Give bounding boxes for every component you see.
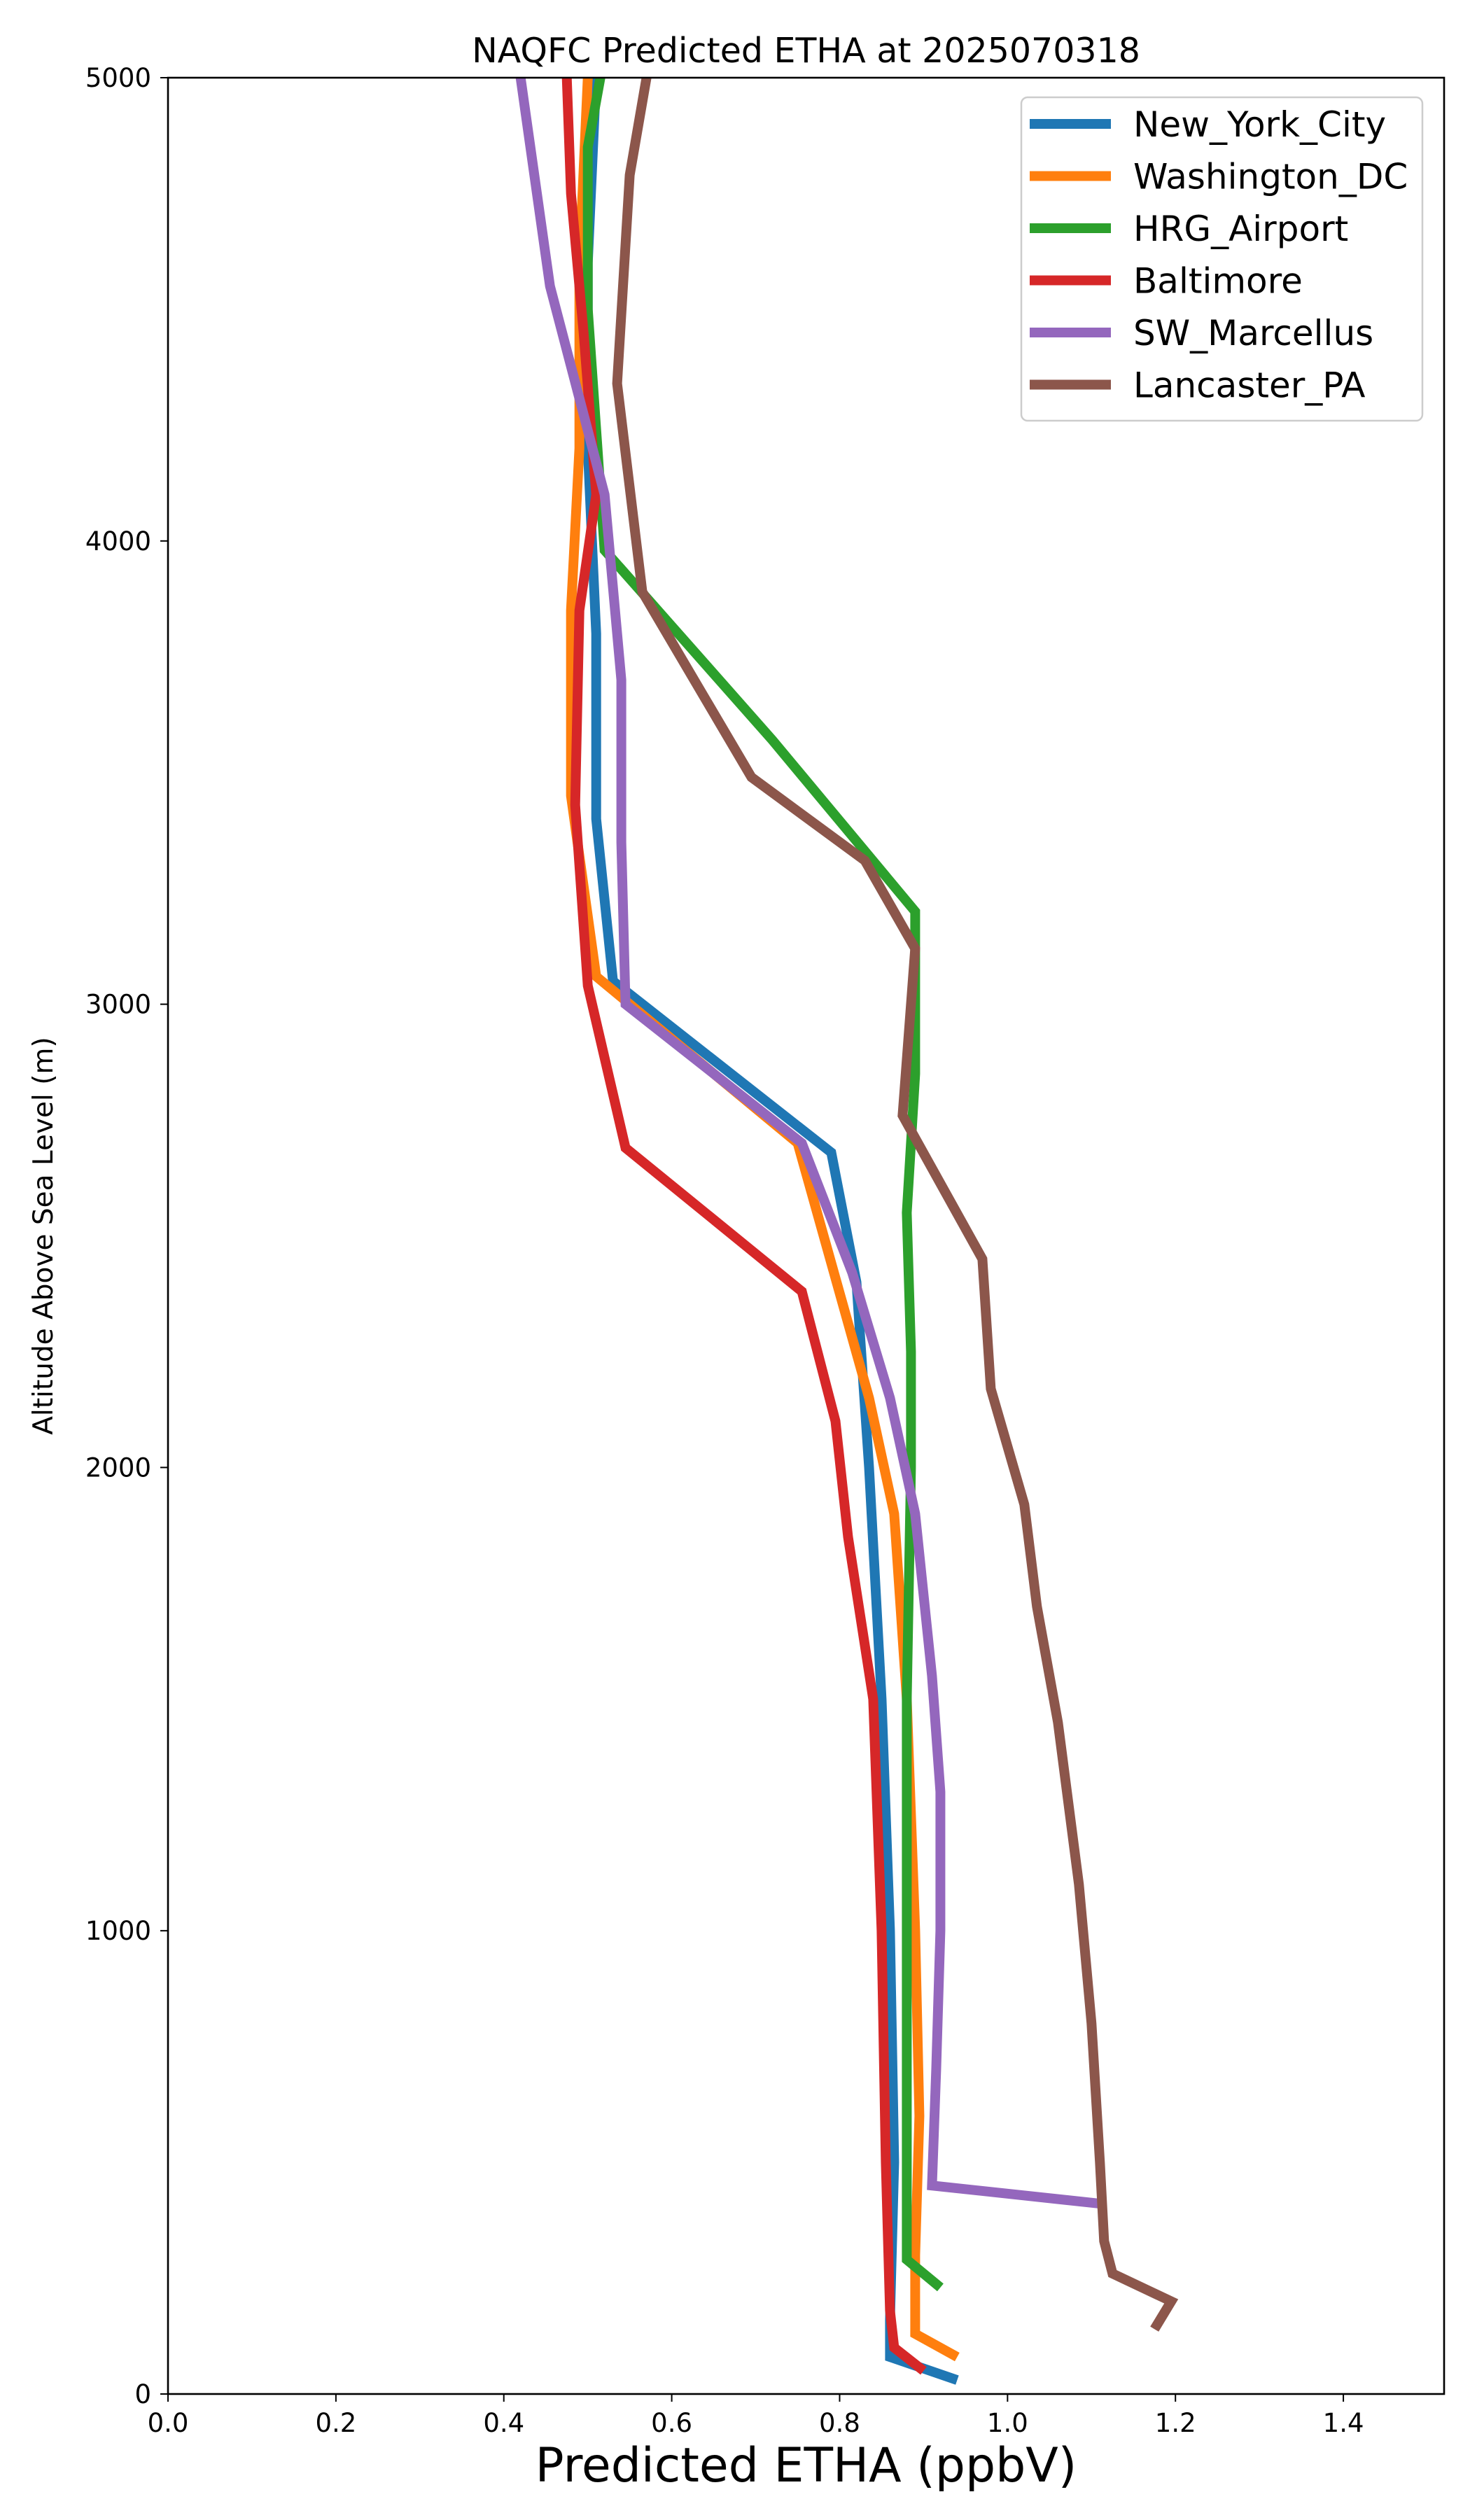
chart-title: NAQFC Predicted ETHA at 2025070318 xyxy=(472,31,1140,71)
series-line-washington-dc xyxy=(566,78,960,2362)
series-layer xyxy=(515,78,1179,2385)
y-tick-label: 2000 xyxy=(85,1452,151,1483)
legend-label: New_York_City xyxy=(1133,104,1386,145)
x-tick-label: 0.2 xyxy=(315,2408,356,2438)
x-tick-label: 0.6 xyxy=(651,2408,692,2438)
x-tick-label: 1.2 xyxy=(1155,2408,1196,2438)
x-axis: 0.0 0.2 0.4 0.6 0.8 1.0 1.2 1.4 xyxy=(148,2394,1364,2438)
legend-label: SW_Marcellus xyxy=(1133,313,1373,354)
series-line-hrg-airport xyxy=(582,78,944,2292)
x-tick-label: 0.8 xyxy=(819,2408,860,2438)
y-tick-label: 0 xyxy=(134,2379,151,2409)
plot-frame xyxy=(167,76,1446,2395)
y-axis-label: Altitude Above Sea Level (m) xyxy=(28,1037,59,1434)
legend-box xyxy=(1020,96,1424,422)
y-tick-label: 1000 xyxy=(85,1916,151,1946)
y-tick-label: 5000 xyxy=(85,63,151,93)
x-tick-label: 1.4 xyxy=(1323,2408,1364,2438)
legend-label: HRG_Airport xyxy=(1133,209,1348,249)
series-line-lancaster-pa xyxy=(612,78,1179,2332)
legend-label: Washington_DC xyxy=(1133,157,1408,197)
x-axis-label: Predicted ETHA (ppbV) xyxy=(536,2438,1077,2493)
x-tick-label: 1.0 xyxy=(987,2408,1028,2438)
legend-label: Lancaster_PA xyxy=(1133,365,1365,406)
y-tick-label: 4000 xyxy=(85,526,151,556)
legend-label: Baltimore xyxy=(1133,261,1303,302)
series-line-sw-marcellus xyxy=(515,78,1105,2209)
x-tick-label: 0.0 xyxy=(148,2408,189,2438)
y-tick-label: 3000 xyxy=(85,990,151,1020)
x-tick-label: 0.4 xyxy=(483,2408,524,2438)
legend: New_York_City Washington_DC HRG_Airport Bal… xyxy=(1020,96,1424,422)
y-axis: 0 1000 2000 3000 4000 5000 xyxy=(85,63,168,2409)
